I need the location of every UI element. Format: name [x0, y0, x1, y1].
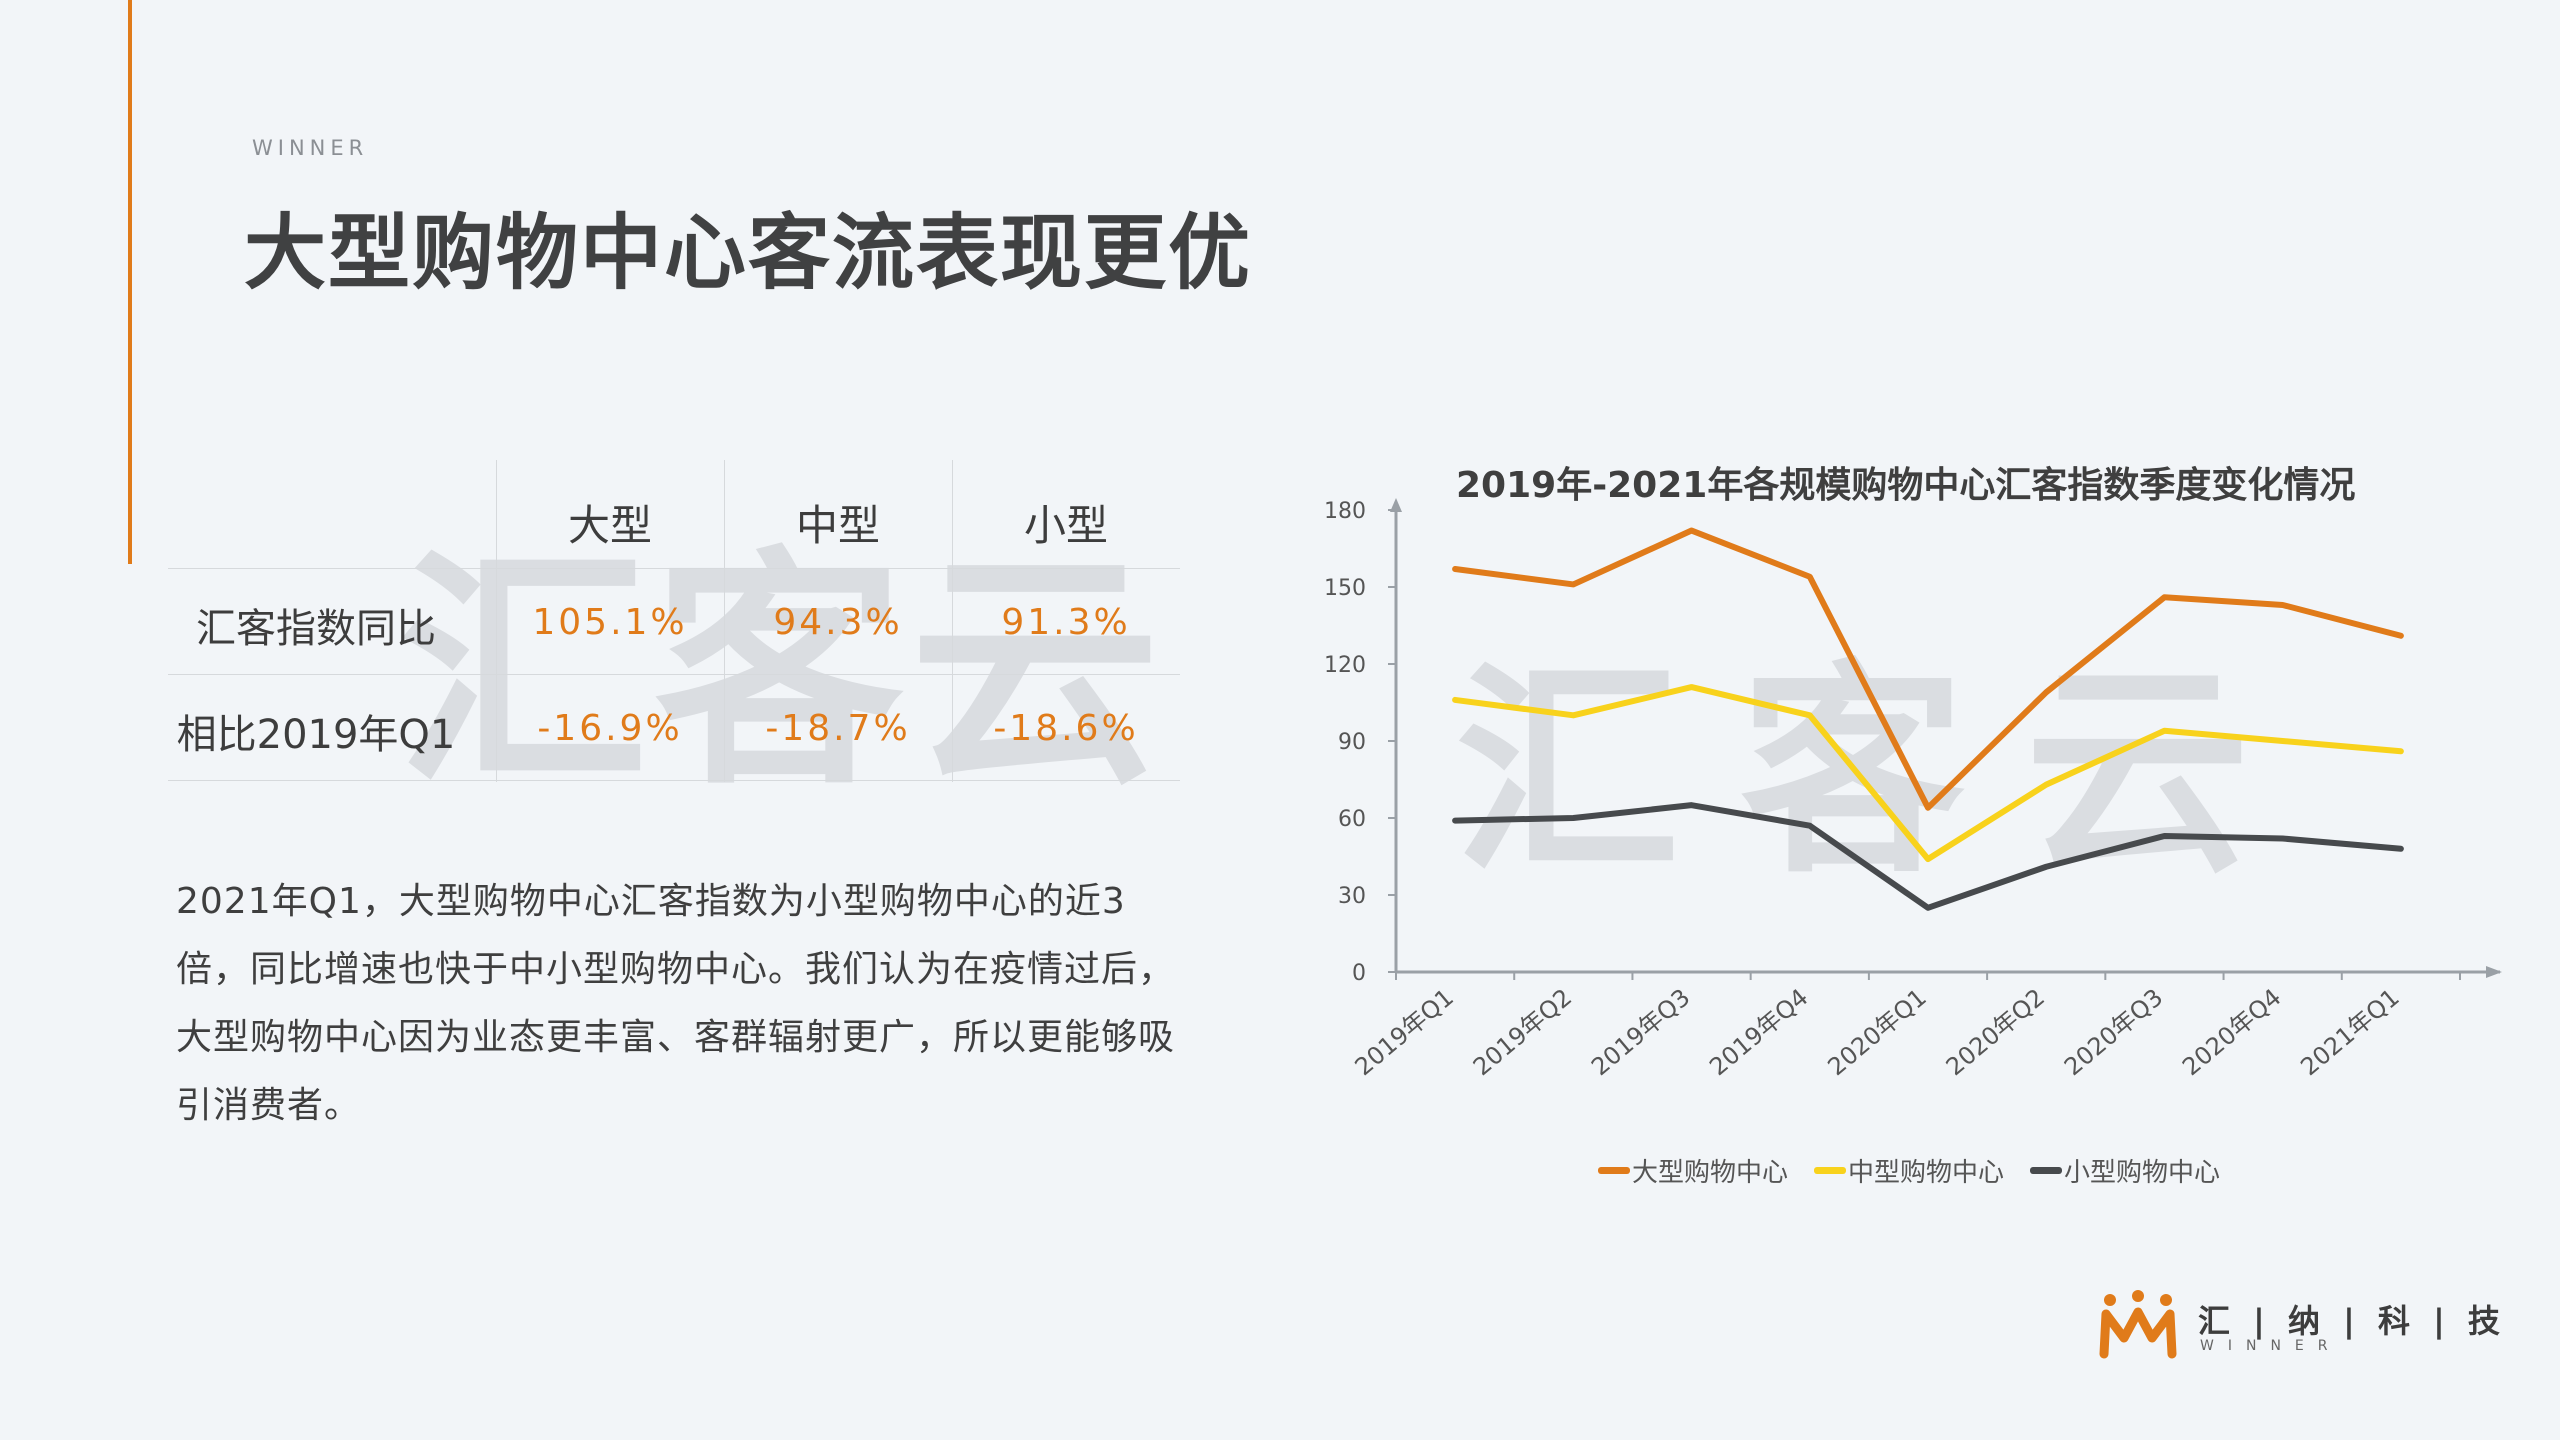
legend-item-small: 小型购物中心 [2030, 1152, 2220, 1189]
cell-vs2019-large: -16.9% [537, 708, 683, 749]
table-watermark: 汇客云 [398, 527, 1166, 818]
legend-item-large: 大型购物中心 [1598, 1152, 1788, 1189]
chart-watermark: 汇客云 [1455, 642, 2310, 904]
y-tick-label: 0 [1352, 961, 1366, 986]
cell-yoy-large: 105.1% [532, 602, 688, 643]
column-header-medium: 中型 [795, 501, 880, 550]
x-tick-label: 2020年Q1 [1823, 983, 1932, 1081]
x-tick-label: 2020年Q3 [2059, 983, 2168, 1081]
logo-subtext: WINNER [2200, 1338, 2342, 1354]
x-tick-label: 2019年Q2 [1468, 983, 1577, 1081]
cell-yoy-small: 91.3% [1001, 602, 1131, 643]
row-divider [168, 674, 1180, 675]
y-tick-label: 180 [1324, 499, 1366, 524]
legend-item-medium: 中型购物中心 [1814, 1152, 2004, 1189]
x-tick-label: 2021年Q1 [2295, 983, 2404, 1081]
logo-text: 汇 | 纳 | 科 | 技 [2198, 1302, 2506, 1340]
line-chart: 汇客云 0 30 60 90 120 150 180 2019年Q1 2019年Q2 2019年Q3… [1324, 498, 2502, 1081]
chart-title: 2019年-2021年各规模购物中心汇客指数季度变化情况 [1456, 465, 2356, 506]
cell-yoy-medium: 94.3% [773, 602, 903, 643]
y-tick-label: 150 [1324, 576, 1366, 601]
column-divider [496, 460, 497, 782]
y-tick-label: 60 [1338, 807, 1366, 832]
x-tick-label: 2020年Q4 [2177, 983, 2286, 1081]
legend-label-small: 小型购物中心 [2064, 1158, 2221, 1188]
legend-label-large: 大型购物中心 [1632, 1158, 1789, 1188]
y-tick-label: 30 [1338, 884, 1366, 909]
logo-mark-icon [2099, 1290, 2177, 1359]
y-tick-label: 90 [1338, 730, 1366, 755]
legend-swatch-large [1598, 1167, 1630, 1174]
stats-table: 汇客云 大型 中型 小型 汇客指数同比 105.1% 94.3% 91.3% 相… [168, 460, 1180, 798]
x-tick-label: 2019年Q4 [1704, 983, 1813, 1081]
row-label-vs-2019q1: 相比2019年Q1 [176, 712, 456, 758]
column-divider [952, 460, 953, 782]
x-tick-label: 2019年Q3 [1586, 983, 1695, 1081]
cell-vs2019-small: -18.6% [993, 708, 1139, 749]
x-axis-arrow [2486, 966, 2502, 978]
column-header-large: 大型 [567, 501, 652, 550]
legend-swatch-small [2030, 1167, 2063, 1174]
body-paragraph: 2021年Q1，大型购物中心汇客指数为小型购物中心的近3倍，同比增速也快于中小型… [176, 881, 1176, 1126]
row-divider [168, 780, 1180, 781]
page-title: 大型购物中心客流表现更优 [244, 206, 1253, 301]
y-axis-arrow [1390, 498, 1402, 512]
column-header-small: 小型 [1023, 501, 1108, 550]
row-divider [168, 568, 1180, 569]
y-tick-label: 120 [1324, 653, 1366, 678]
accent-bar [128, 0, 132, 564]
legend-label-medium: 中型购物中心 [1848, 1158, 2005, 1188]
x-tick-label: 2020年Q2 [1941, 983, 2050, 1081]
series-line-2 [1452, 802, 2404, 911]
chart-legend: 大型购物中心 中型购物中心 小型购物中心 [1598, 1152, 2220, 1189]
legend-swatch-medium [1814, 1167, 1847, 1174]
company-logo: 汇 | 纳 | 科 | 技 WINNER [2096, 1290, 2500, 1360]
eyebrow-label: WINNER [252, 136, 369, 160]
x-tick-label: 2019年Q1 [1350, 983, 1459, 1081]
row-label-yoy: 汇客指数同比 [196, 606, 436, 652]
series-line-0 [1452, 527, 2404, 811]
series-line-1 [1452, 684, 2404, 863]
column-divider [724, 460, 725, 782]
cell-vs2019-medium: -18.7% [765, 708, 911, 749]
